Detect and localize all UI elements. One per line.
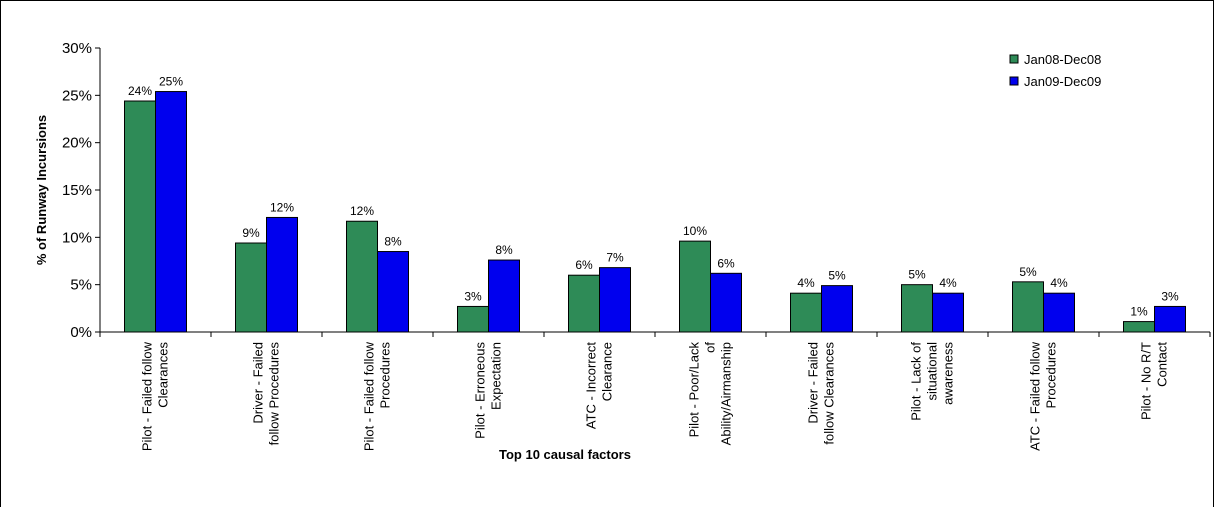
x-category-label-line: Clearances: [156, 342, 171, 408]
x-category-label-line: Expectation: [489, 342, 504, 410]
x-category-label-line: Driver - Failed: [251, 342, 266, 424]
data-label: 5%: [828, 269, 846, 283]
y-tick-label: 10%: [62, 229, 92, 246]
legend-swatch: [1009, 54, 1019, 64]
bar-jan09-dec09: [821, 285, 853, 333]
x-category-label-line: Pilot - Failed follow: [140, 341, 155, 451]
x-category-label-line: of: [703, 342, 718, 353]
bar-jan09-dec09: [1154, 305, 1186, 333]
y-tick-label: 25%: [62, 87, 92, 104]
x-category-label: ATC - Failed follow Procedures: [1028, 341, 1059, 450]
bar-jan08-dec08: [679, 240, 711, 333]
bar-jan08-dec08: [1123, 321, 1155, 333]
x-category-label-line: situational: [925, 342, 940, 401]
data-label: 3%: [1161, 289, 1179, 303]
x-category-label-line: Ability/Airmanship: [719, 342, 734, 445]
x-category-label: Pilot - Lack of situational awareness: [909, 342, 956, 421]
x-category-label: Pilot - Erroneous Expectation: [473, 342, 504, 439]
data-label: 4%: [797, 276, 815, 290]
x-category-label-line: Clearance: [600, 342, 615, 401]
data-label: 8%: [384, 235, 402, 249]
x-category-label-line: Contact: [1155, 342, 1170, 387]
data-label: 25%: [159, 75, 183, 89]
data-label: 7%: [606, 251, 624, 265]
bar-jan08-dec08: [901, 284, 933, 333]
legend-entry: Jan09-Dec09: [1024, 74, 1101, 89]
x-category-label-line: Procedures: [378, 342, 393, 409]
x-category-label-line: ATC - Failed follow: [1028, 341, 1043, 450]
bar-jan08-dec08: [235, 242, 267, 333]
data-label: 6%: [717, 256, 735, 270]
y-axis-title-group: % of Runway Incursions: [34, 115, 49, 265]
bar-jan09-dec09: [488, 259, 520, 333]
x-category-label: Pilot - Failed follow Clearances: [140, 341, 171, 451]
y-tick-label: 20%: [62, 135, 92, 152]
x-category-label-line: Procedures: [1044, 342, 1059, 409]
x-category-label-line: Pilot - No R/T: [1139, 342, 1154, 420]
x-axis-title: Top 10 causal factors: [499, 447, 631, 462]
legend: Jan08-Dec08 Jan09-Dec09: [1009, 52, 1101, 89]
x-category-label: Driver - Failed follow Clearances: [806, 342, 837, 445]
bar-jan09-dec09: [1043, 292, 1075, 333]
x-category-label-line: follow Procedures: [267, 342, 282, 446]
bar-jan09-dec09: [266, 216, 298, 333]
plot-area: 0% 5% 10% 15% 20% 25% 30% 24% 25% Pilot - Failed …: [62, 40, 1211, 451]
bar-jan09-dec09: [155, 91, 187, 333]
bar-jan08-dec08: [1012, 281, 1044, 333]
bar-jan09-dec09: [932, 292, 964, 333]
x-category-label: Driver - Failed follow Procedures: [251, 342, 282, 446]
y-tick-label: 5%: [70, 277, 92, 294]
legend-swatch: [1009, 76, 1019, 86]
data-label: 3%: [464, 289, 482, 303]
data-label: 24%: [128, 84, 152, 98]
data-label: 12%: [270, 200, 294, 214]
x-category-label-line: ATC - Incorrect: [584, 342, 599, 430]
x-category-label-line: Pilot - Poor/Lack: [687, 342, 702, 438]
x-category-label: ATC - Incorrect Clearance: [584, 342, 615, 430]
bar-jan09-dec09: [710, 272, 742, 333]
x-category-label: Pilot - Failed follow Procedures: [362, 341, 393, 451]
data-label: 8%: [495, 243, 513, 257]
x-category-label: Pilot - Poor/Lack of Ability/Airmanship: [687, 342, 734, 446]
data-label: 5%: [908, 268, 926, 282]
bar-jan08-dec08: [790, 292, 822, 333]
y-tick-label: 15%: [62, 182, 92, 199]
x-category-label-line: Pilot - Lack of: [909, 342, 924, 421]
bar-jan08-dec08: [457, 305, 489, 333]
data-label: 6%: [575, 258, 593, 272]
x-category-label-line: Pilot - Erroneous: [473, 342, 488, 439]
bar-jan08-dec08: [346, 220, 378, 333]
bar-jan09-dec09: [377, 251, 409, 333]
y-tick-label: 0%: [70, 324, 92, 341]
y-tick-label: 30%: [62, 40, 92, 57]
data-label: 12%: [350, 204, 374, 218]
x-category-label-line: Pilot - Failed follow: [362, 341, 377, 451]
bar-jan08-dec08: [124, 100, 156, 333]
data-label: 5%: [1019, 265, 1037, 279]
bar-jan08-dec08: [568, 274, 600, 333]
y-axis-title: % of Runway Incursions: [34, 115, 49, 265]
data-label: 4%: [1050, 276, 1068, 290]
x-category-label-line: Driver - Failed: [806, 342, 821, 424]
data-label: 9%: [242, 226, 260, 240]
legend-entry: Jan08-Dec08: [1024, 52, 1101, 67]
bar-jan09-dec09: [599, 267, 631, 333]
data-label: 10%: [683, 224, 707, 238]
x-category-label-line: follow Clearances: [822, 342, 837, 445]
x-category-label-line: awareness: [941, 342, 956, 405]
data-label: 1%: [1130, 305, 1148, 319]
data-label: 4%: [939, 276, 957, 290]
x-category-label: Pilot - No R/T Contact: [1139, 342, 1170, 420]
